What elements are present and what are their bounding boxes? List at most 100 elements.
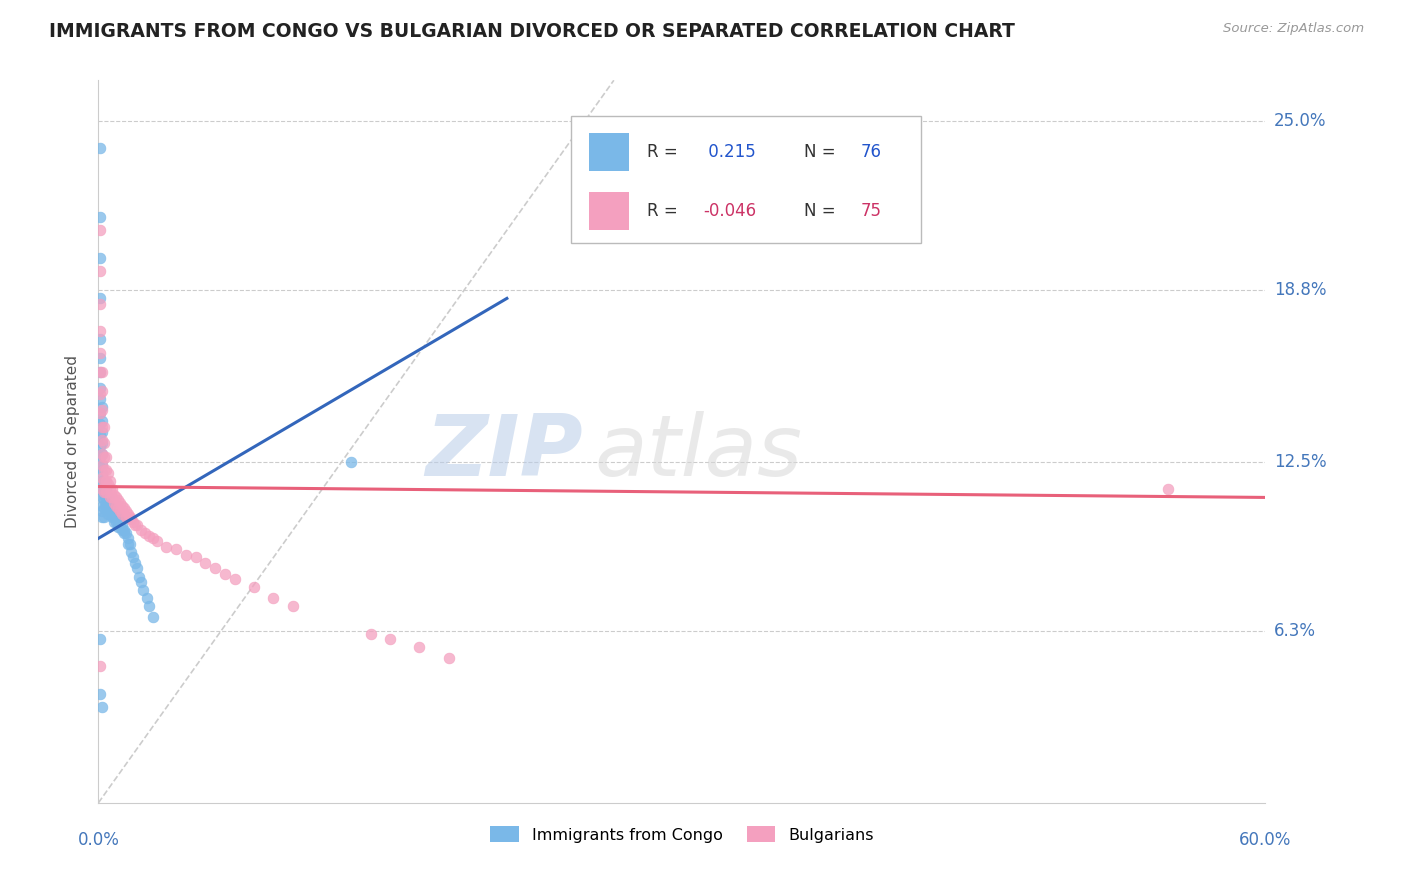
Point [107,515,129,529]
Point [98,482,121,496]
Y-axis label: Divorced or Separated: Divorced or Separated [65,355,80,528]
Point [91,509,114,524]
Text: -0.046: -0.046 [703,202,756,220]
Point [103,515,125,529]
Point [184,550,207,565]
Point [96,485,118,500]
Text: 12.5%: 12.5% [1274,453,1326,471]
Legend: Immigrants from Congo, Bulgarians: Immigrants from Congo, Bulgarians [484,820,880,849]
Point [98,474,121,488]
Point [89,365,111,379]
Point [91,491,114,505]
Point [91,436,114,450]
Point [155,540,177,554]
Point [93,501,115,516]
Point [262,591,284,606]
Text: Source: ZipAtlas.com: Source: ZipAtlas.com [1223,22,1364,36]
Point [124,556,146,570]
Point [108,504,131,518]
Point [93,463,115,477]
Point [91,466,114,480]
Point [101,509,124,524]
Point [437,651,460,665]
Point [98,491,121,505]
Point [142,610,165,624]
Point [89,460,111,475]
Point [91,384,114,398]
Point [96,499,118,513]
Text: R =: R = [647,143,683,161]
Point [93,488,115,502]
Point [136,591,159,606]
Point [114,525,136,540]
Point [111,523,134,537]
Point [360,626,382,640]
Point [118,537,141,551]
Point [146,534,169,549]
Point [107,509,129,524]
Point [89,141,111,155]
Point [112,501,135,516]
Point [91,700,114,714]
Point [138,599,160,614]
Point [129,574,152,589]
Point [107,493,129,508]
Point [117,532,139,546]
Point [89,417,111,431]
Text: atlas: atlas [595,411,803,494]
Point [214,566,236,581]
Point [127,517,149,532]
Point [111,507,134,521]
Point [121,512,143,526]
Point [340,455,363,469]
Point [108,520,131,534]
Point [91,365,114,379]
Point [89,332,111,346]
Point [117,537,139,551]
Point [104,515,127,529]
Point [204,561,226,575]
Point [91,458,114,472]
Point [91,482,114,496]
Point [91,414,114,428]
Point [93,419,115,434]
Point [93,474,115,488]
Point [96,463,118,477]
Point [89,297,111,311]
Point [97,476,120,491]
Point [91,447,114,461]
Point [174,548,197,562]
Text: ZIP: ZIP [425,411,582,494]
Point [91,458,114,472]
Point [104,491,127,505]
Point [129,523,152,537]
Point [121,545,143,559]
Point [89,365,111,379]
Point [97,507,120,521]
Point [89,632,111,647]
Point [93,509,115,524]
Point [93,436,115,450]
Text: IMMIGRANTS FROM CONGO VS BULGARIAN DIVORCED OR SEPARATED CORRELATION CHART: IMMIGRANTS FROM CONGO VS BULGARIAN DIVOR… [49,22,1015,41]
Point [124,517,146,532]
Point [89,292,111,306]
Text: 25.0%: 25.0% [1274,112,1326,130]
Text: 76: 76 [860,143,882,161]
Text: N =: N = [804,143,841,161]
Point [89,406,111,420]
Point [89,324,111,338]
Point [93,482,115,496]
Point [243,581,266,595]
Point [98,499,121,513]
Point [96,482,118,496]
Point [103,509,125,524]
Point [91,482,114,496]
Point [89,659,111,673]
Point [281,599,304,614]
Point [91,499,114,513]
FancyBboxPatch shape [589,193,630,230]
Point [108,515,131,529]
Point [91,433,114,447]
Point [91,419,114,434]
Point [91,425,114,439]
